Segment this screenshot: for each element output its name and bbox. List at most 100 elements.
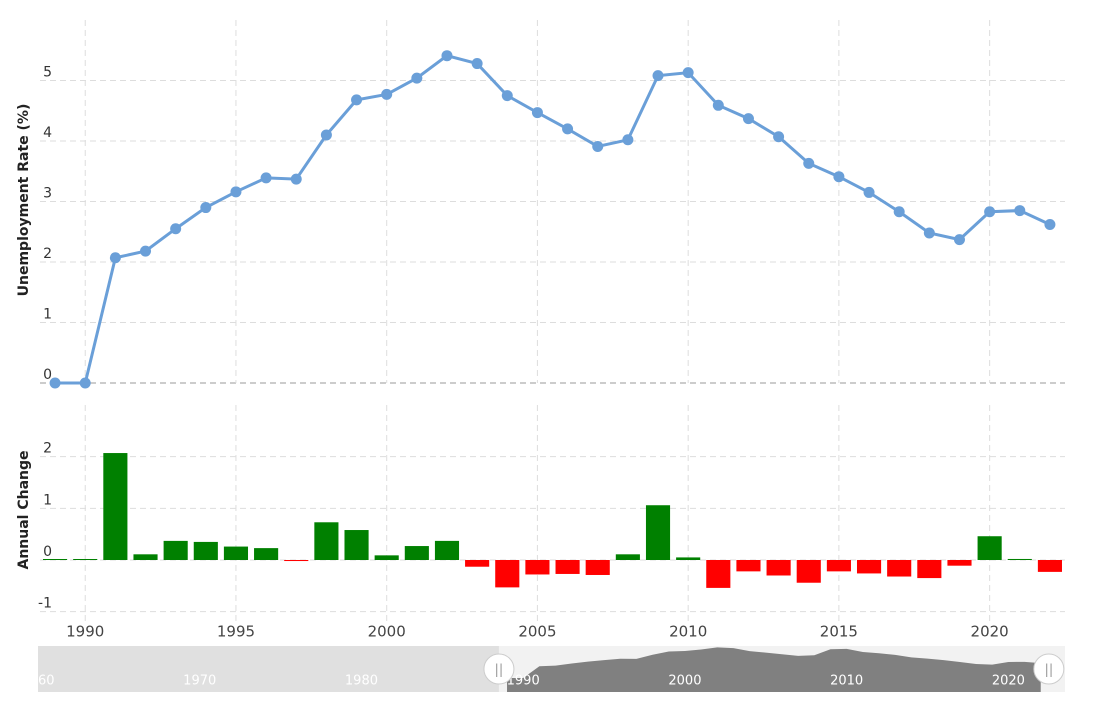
bar (525, 560, 550, 575)
point (984, 206, 996, 218)
point (381, 88, 393, 100)
bar (434, 540, 460, 560)
bar (374, 555, 399, 560)
navigator-tick-label: 2020 (992, 674, 1025, 689)
y-tick-label: 1 (43, 492, 52, 508)
bar (43, 559, 68, 560)
y-tick-label: 5 (43, 65, 52, 81)
y-tick-label: 2 (43, 246, 52, 262)
bar (193, 541, 218, 560)
point (170, 223, 182, 235)
navigator-tick-label: 1980 (345, 674, 378, 689)
y-tick-label: 0 (43, 544, 52, 560)
point (652, 70, 664, 82)
bar (404, 546, 429, 560)
point (833, 171, 845, 183)
y-tick-label: 4 (43, 125, 52, 141)
point (622, 134, 634, 146)
navigator-tick-label: 1990 (507, 674, 540, 689)
point (953, 234, 965, 246)
y-tick-label: 2 (43, 441, 52, 457)
point (592, 140, 604, 152)
bar (887, 560, 912, 577)
bar (645, 505, 671, 560)
line (55, 54, 1051, 385)
point (471, 58, 483, 70)
bar (344, 530, 369, 560)
x-tick-label: 1990 (66, 623, 104, 641)
bar (465, 560, 490, 567)
bar (254, 548, 279, 560)
point (742, 113, 754, 125)
bar (163, 540, 188, 560)
y-tick-label: 1 (43, 307, 52, 323)
bar (1007, 558, 1032, 560)
bar (495, 560, 520, 588)
point (320, 129, 332, 141)
bar (555, 560, 580, 574)
x-tick-label: 1995 (217, 623, 255, 641)
bar (73, 559, 98, 560)
x-tick-label: 2000 (368, 623, 406, 641)
point (712, 99, 724, 111)
bar (706, 560, 731, 588)
bar (1037, 560, 1062, 572)
point (562, 123, 574, 135)
point (531, 107, 543, 119)
point (441, 50, 453, 62)
point (773, 131, 785, 143)
navigator-handle[interactable] (483, 653, 515, 685)
point (49, 377, 61, 389)
point (1014, 205, 1026, 217)
point (1044, 218, 1056, 230)
navigator-tick-label: 2010 (830, 674, 863, 689)
bar (133, 554, 158, 560)
navigator-clip: 1960 1970 1980 1990 2000 2010 2020 (21, 647, 1041, 692)
point (351, 94, 363, 106)
bar (103, 453, 128, 560)
y-axis-title: Annual Change (16, 450, 32, 569)
navigator-tick-label: 2000 (668, 674, 701, 689)
x-tick-label: 2005 (518, 623, 556, 641)
bar (947, 560, 972, 566)
bar (615, 554, 640, 560)
point (109, 252, 121, 264)
x-tick-label: 2010 (669, 623, 707, 641)
navigator-tick-label: 1970 (183, 674, 216, 689)
point (682, 67, 694, 79)
bar (736, 560, 761, 572)
x-tick-label: 2015 (820, 623, 858, 641)
point (230, 186, 242, 198)
bar (284, 560, 309, 562)
navigator-handle[interactable] (1033, 653, 1065, 685)
point (411, 72, 423, 84)
bar (856, 560, 882, 574)
bar (585, 560, 610, 575)
point (290, 173, 302, 185)
bar (826, 560, 851, 572)
point (501, 90, 513, 102)
point (803, 157, 815, 169)
bar (796, 560, 821, 583)
navigator-tick-label: 1960 (21, 674, 54, 689)
navigator-handle-grip: || (495, 663, 504, 678)
point (79, 377, 91, 389)
bar (223, 546, 249, 560)
y-tick-label: -1 (38, 596, 52, 612)
bar (766, 560, 791, 576)
point (863, 186, 875, 198)
point (200, 202, 212, 214)
navigator-handle-grip: || (1044, 663, 1053, 678)
point (923, 227, 935, 239)
navigator-area (507, 647, 1041, 692)
bar (676, 557, 701, 560)
bar (977, 536, 1002, 560)
navigator-bg (38, 646, 499, 692)
x-tick-label: 2020 (971, 623, 1009, 641)
point (140, 245, 152, 257)
point (893, 206, 905, 218)
y-axis-title: Unemployment Rate (%) (16, 104, 32, 297)
y-tick-label: 0 (43, 367, 52, 383)
y-tick-label: 3 (43, 186, 52, 202)
